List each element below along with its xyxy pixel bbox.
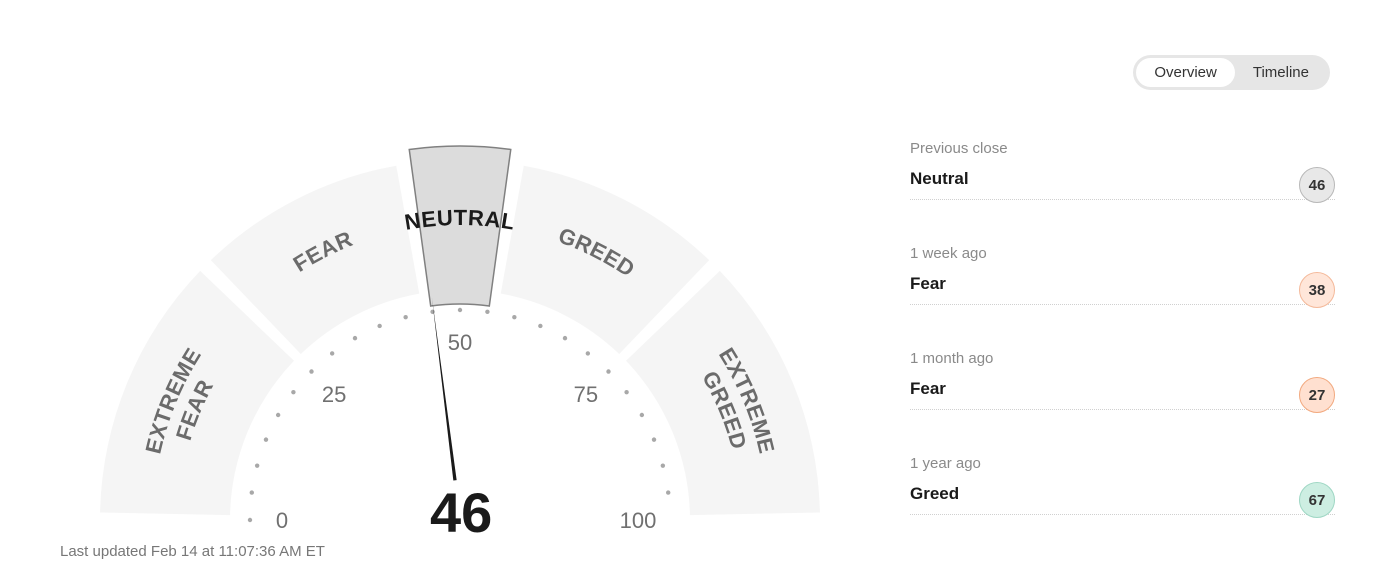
gauge-dot	[666, 490, 670, 494]
history-main: Greed 67	[910, 476, 1335, 515]
history-column: Previous closeNeutral461 week agoFear381…	[880, 50, 1335, 557]
gauge-dot	[586, 351, 590, 355]
history-label: 1 year ago	[910, 455, 1335, 472]
history-status: Fear	[910, 379, 946, 399]
tab-timeline[interactable]: Timeline	[1235, 58, 1327, 87]
history-label: Previous close	[910, 140, 1335, 157]
gauge-tick-75: 75	[574, 382, 598, 407]
gauge-dot	[624, 390, 628, 394]
gauge-dot	[640, 413, 644, 417]
gauge-dot	[403, 315, 407, 319]
gauge-tick-50: 50	[448, 330, 472, 355]
history-status: Greed	[910, 484, 959, 504]
history-badge: 38	[1299, 272, 1335, 308]
history-badge: 46	[1299, 167, 1335, 203]
gauge-dot	[309, 369, 313, 373]
history-row: Previous close Neutral 46	[910, 140, 1335, 200]
gauge-dot	[377, 324, 381, 328]
gauge-tick-100: 100	[620, 508, 657, 533]
gauge-dot	[264, 437, 268, 441]
history-badge: 67	[1299, 482, 1335, 518]
gauge-dot	[661, 463, 665, 467]
gauge-dot	[606, 369, 610, 373]
history-list: Previous closeNeutral461 week agoFear381…	[910, 140, 1335, 515]
history-main: Neutral 46	[910, 161, 1335, 200]
gauge-dot	[538, 324, 542, 328]
gauge-dot	[250, 490, 254, 494]
gauge-dot	[430, 310, 434, 314]
tab-overview[interactable]: Overview	[1136, 58, 1235, 87]
history-row: 1 week ago Fear 38	[910, 245, 1335, 305]
gauge-dot	[458, 308, 462, 312]
history-label: 1 month ago	[910, 350, 1335, 367]
history-row: 1 year ago Greed 67	[910, 455, 1335, 515]
history-main: Fear 38	[910, 266, 1335, 305]
history-main: Fear 27	[910, 371, 1335, 410]
history-badge: 27	[1299, 377, 1335, 413]
fear-greed-gauge: EXTREMEFEARFEARNEUTRALGREEDEXTREMEGREED0…	[60, 50, 840, 510]
history-status: Neutral	[910, 169, 969, 189]
gauge-dot	[563, 336, 567, 340]
gauge-dot	[255, 463, 259, 467]
last-updated: Last updated Feb 14 at 11:07:36 AM ET	[60, 543, 325, 560]
gauge-dot	[276, 413, 280, 417]
gauge-current-value: 46	[430, 480, 492, 545]
gauge-tick-0: 0	[276, 508, 288, 533]
gauge-column: EXTREMEFEARFEARNEUTRALGREEDEXTREMEGREED0…	[60, 50, 880, 557]
gauge-dot	[330, 351, 334, 355]
gauge-dot	[512, 315, 516, 319]
history-label: 1 week ago	[910, 245, 1335, 262]
gauge-dot	[248, 518, 252, 522]
gauge-dot	[485, 310, 489, 314]
gauge-dot	[353, 336, 357, 340]
view-tabs: Overview Timeline	[1133, 55, 1330, 90]
gauge-tick-25: 25	[322, 382, 346, 407]
gauge-dot	[652, 437, 656, 441]
history-row: 1 month ago Fear 27	[910, 350, 1335, 410]
history-status: Fear	[910, 274, 946, 294]
gauge-dot	[291, 390, 295, 394]
